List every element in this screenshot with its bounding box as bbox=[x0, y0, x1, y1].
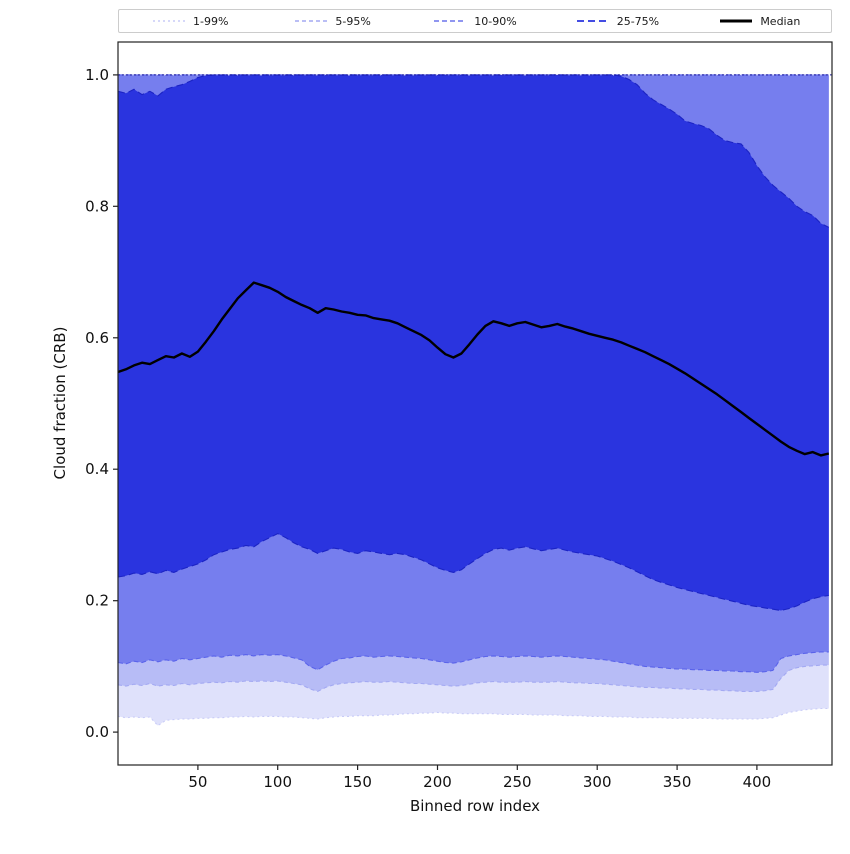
legend-item-25-75%: 25-75% bbox=[546, 15, 688, 28]
legend-label: Median bbox=[760, 14, 801, 28]
legend-label: 5-95% bbox=[335, 14, 371, 28]
legend-line-sample bbox=[576, 20, 609, 22]
x-tick-label: 150 bbox=[343, 773, 372, 791]
legend-item-Median: Median bbox=[689, 15, 831, 28]
band-edge-lower-1-99% bbox=[117, 707, 829, 727]
y-tick-label: 1.0 bbox=[85, 66, 109, 84]
y-tick-label: 0.8 bbox=[85, 197, 109, 215]
x-tick-label: 100 bbox=[263, 773, 292, 791]
x-tick-label: 250 bbox=[503, 773, 532, 791]
y-axis-label: Cloud fraction (CRB) bbox=[51, 326, 69, 480]
y-tick-label: 0.6 bbox=[85, 329, 109, 347]
x-tick-label: 200 bbox=[423, 773, 452, 791]
x-tick-label: 50 bbox=[188, 773, 207, 791]
x-tick-label: 300 bbox=[583, 773, 612, 791]
y-tick-label: 0.2 bbox=[85, 592, 109, 610]
legend-item-10-90%: 10-90% bbox=[404, 15, 546, 28]
legend-line-sample bbox=[295, 20, 328, 22]
legend-line-sample bbox=[720, 19, 753, 23]
legend-label: 25-75% bbox=[616, 14, 660, 28]
legend-item-5-95%: 5-95% bbox=[261, 15, 403, 28]
x-axis-label: Binned row index bbox=[409, 797, 541, 815]
band-edge-lower-25-75% bbox=[117, 532, 829, 612]
plot-border bbox=[117, 41, 833, 766]
median-line bbox=[117, 281, 830, 457]
band-25-75% bbox=[118, 74, 829, 611]
legend-label: 10-90% bbox=[474, 14, 517, 28]
x-tick-label: 350 bbox=[663, 773, 692, 791]
band-edge-lower-5-95% bbox=[117, 664, 829, 692]
y-tick-label: 0.0 bbox=[85, 723, 109, 741]
legend: 1-99% 5-95% 10-90% 25-75% Median bbox=[118, 9, 832, 33]
band-edge-upper-25-75% bbox=[117, 74, 830, 228]
band-edge-lower-10-90% bbox=[117, 651, 829, 673]
legend-line-sample bbox=[434, 20, 467, 22]
x-tick-label: 400 bbox=[743, 773, 772, 791]
legend-item-1-99%: 1-99% bbox=[119, 15, 261, 28]
y-tick-label: 0.4 bbox=[85, 460, 109, 478]
legend-label: 1-99% bbox=[192, 14, 229, 28]
legend-line-sample bbox=[152, 20, 185, 22]
